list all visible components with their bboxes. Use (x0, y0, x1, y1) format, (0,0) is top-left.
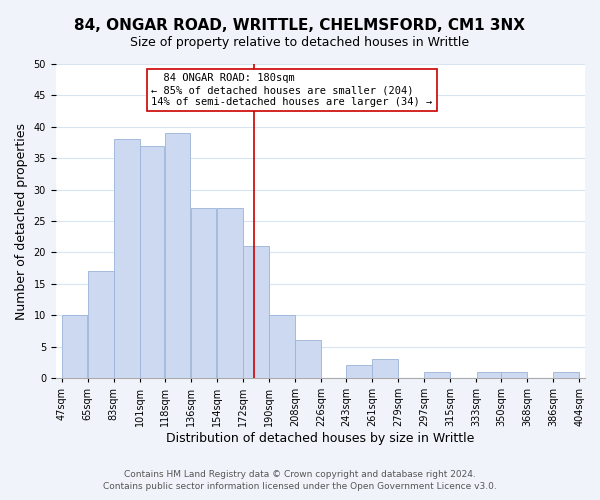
Bar (217, 208, 242, 378)
X-axis label: Distribution of detached houses by size in Writtle: Distribution of detached houses by size … (166, 432, 475, 445)
Text: Size of property relative to detached houses in Writtle: Size of property relative to detached ho… (130, 36, 470, 49)
Bar (553, 372, 579, 378)
Bar (165, 133, 190, 378)
Bar (501, 372, 527, 378)
Bar (346, 366, 371, 378)
Bar (62, 315, 88, 378)
Bar (476, 372, 500, 378)
Bar (295, 340, 321, 378)
Bar (269, 315, 295, 378)
Bar (372, 359, 398, 378)
Bar (243, 246, 269, 378)
Y-axis label: Number of detached properties: Number of detached properties (15, 122, 28, 320)
Bar (88, 272, 113, 378)
Text: 84, ONGAR ROAD, WRITTLE, CHELMSFORD, CM1 3NX: 84, ONGAR ROAD, WRITTLE, CHELMSFORD, CM1… (74, 18, 526, 32)
Text: Contains HM Land Registry data © Crown copyright and database right 2024.: Contains HM Land Registry data © Crown c… (124, 470, 476, 479)
Bar (140, 146, 164, 378)
Text: 84 ONGAR ROAD: 180sqm
← 85% of detached houses are smaller (204)
14% of semi-det: 84 ONGAR ROAD: 180sqm ← 85% of detached … (151, 74, 433, 106)
Bar (191, 208, 217, 378)
Bar (424, 372, 450, 378)
Bar (114, 140, 140, 378)
Text: Contains public sector information licensed under the Open Government Licence v3: Contains public sector information licen… (103, 482, 497, 491)
